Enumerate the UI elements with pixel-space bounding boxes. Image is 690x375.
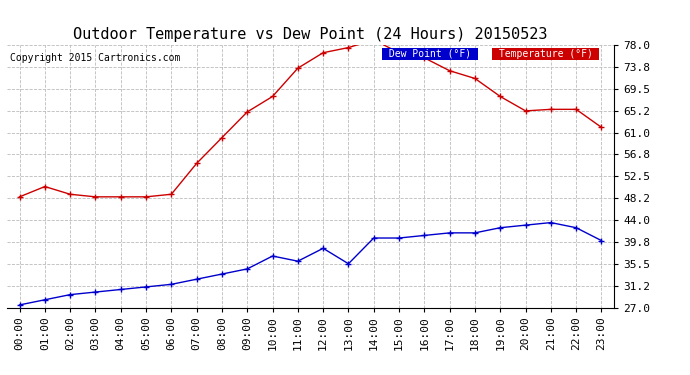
Text: Temperature (°F): Temperature (°F) — [493, 49, 598, 59]
Text: Copyright 2015 Cartronics.com: Copyright 2015 Cartronics.com — [10, 53, 180, 63]
Text: Dew Point (°F): Dew Point (°F) — [384, 49, 477, 59]
Title: Outdoor Temperature vs Dew Point (24 Hours) 20150523: Outdoor Temperature vs Dew Point (24 Hou… — [73, 27, 548, 42]
